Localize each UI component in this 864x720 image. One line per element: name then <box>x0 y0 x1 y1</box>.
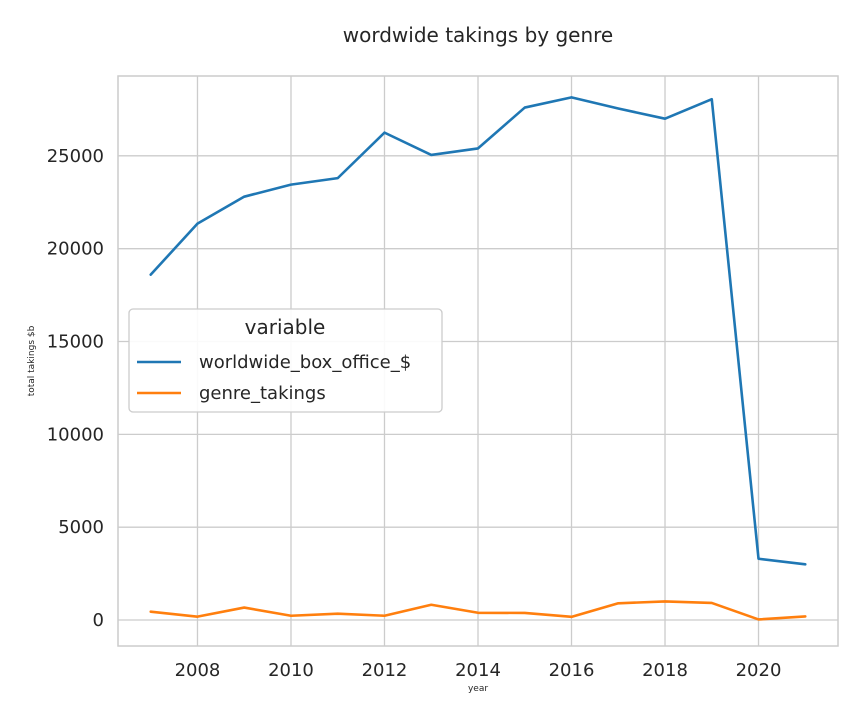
legend-label-worldwide-box-office: worldwide_box_office_$ <box>199 352 411 373</box>
x-tick-label: 2018 <box>642 660 688 681</box>
y-axis-label: total takings $b <box>27 325 37 396</box>
x-tick-label: 2010 <box>268 660 314 681</box>
y-tick-label: 0 <box>93 610 104 631</box>
chart-title: wordwide takings by genre <box>343 23 613 47</box>
series-layer <box>149 96 807 621</box>
x-tick-label: 2008 <box>175 660 221 681</box>
x-tick-labels: 2008 2010 2012 2014 2016 2018 2020 <box>175 660 782 681</box>
legend-title: variable <box>245 315 326 339</box>
legend-label-genre-takings: genre_takings <box>199 383 326 404</box>
series-line-genre-takings <box>149 600 807 621</box>
y-tick-label: 10000 <box>47 424 104 445</box>
y-tick-labels: 0 5000 10000 15000 20000 25000 <box>47 146 104 631</box>
x-tick-label: 2020 <box>736 660 782 681</box>
x-tick-label: 2014 <box>455 660 501 681</box>
legend: variable worldwide_box_office_$ genre_ta… <box>128 308 443 413</box>
y-tick-label: 15000 <box>47 332 104 353</box>
y-tick-label: 5000 <box>58 517 104 538</box>
x-tick-label: 2012 <box>362 660 408 681</box>
x-tick-label: 2016 <box>549 660 595 681</box>
y-tick-label: 20000 <box>47 239 104 260</box>
legend-box <box>128 308 443 413</box>
series-line-worldwide-box-office <box>149 96 807 566</box>
x-axis-label: year <box>468 684 488 694</box>
y-tick-label: 25000 <box>47 146 104 167</box>
